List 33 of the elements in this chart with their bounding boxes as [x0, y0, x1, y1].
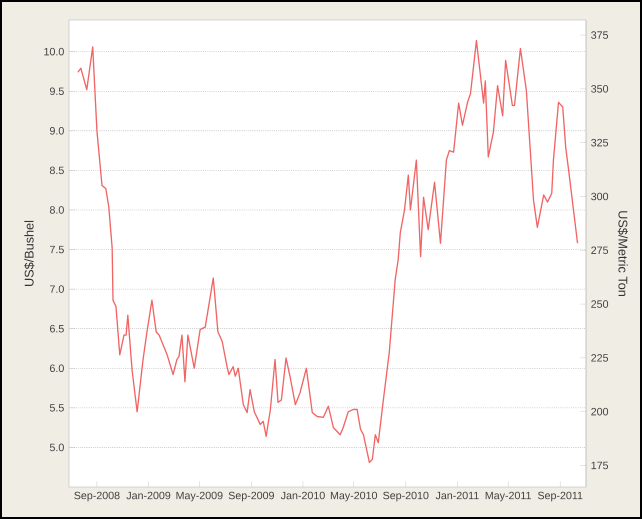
x-tick-label: Jan-2009 — [126, 492, 170, 500]
y-axis-title: US$/Bushel — [24, 220, 34, 286]
y-tick-label: 8.5 — [50, 166, 64, 174]
y-tick-label: 7.0 — [50, 285, 64, 293]
y-tick-label: 10.0 — [44, 48, 64, 56]
y-tick-label: 5.0 — [50, 444, 64, 452]
y2-tick-label: 275 — [591, 246, 608, 254]
y-tick-label: 7.5 — [50, 246, 64, 254]
x-tick-label: Sep-2008 — [74, 492, 120, 502]
line-series — [77, 40, 578, 464]
y2-tick-label: 175 — [592, 462, 608, 470]
y-tick-label: 6.5 — [50, 324, 64, 332]
y2-tick-label: 375 — [591, 31, 608, 39]
y2-tick-label: 225 — [591, 354, 608, 362]
y2-tick-label: 325 — [591, 138, 608, 146]
y2-tick-label: 350 — [591, 85, 608, 93]
y-tick-label: 6.0 — [50, 364, 64, 372]
y2-tick-label: 200 — [591, 408, 608, 416]
x-tick-label: May-2009 — [176, 492, 223, 502]
y2-tick-label: 250 — [591, 300, 608, 308]
x-tick-label: Sep-2010 — [383, 492, 428, 502]
y-tick-label: 9.5 — [50, 87, 64, 96]
y2-tick-label: 300 — [591, 192, 608, 200]
y-tick-label: 5.5 — [50, 404, 64, 412]
y-tick-label: 8.0 — [50, 206, 64, 214]
x-tick-label: Sep-2009 — [228, 492, 274, 502]
x-tick-label: May-2011 — [486, 492, 531, 502]
x-tick-label: Jan-2010 — [280, 492, 325, 500]
y-tick-label: 9.0 — [50, 127, 64, 135]
x-tick-label: Sep-2011 — [538, 492, 582, 502]
y2-axis-title: US$/Metric Ton — [618, 211, 628, 296]
x-tick-label: May-2010 — [330, 492, 378, 502]
x-tick-label: Jan-2011 — [436, 492, 479, 500]
